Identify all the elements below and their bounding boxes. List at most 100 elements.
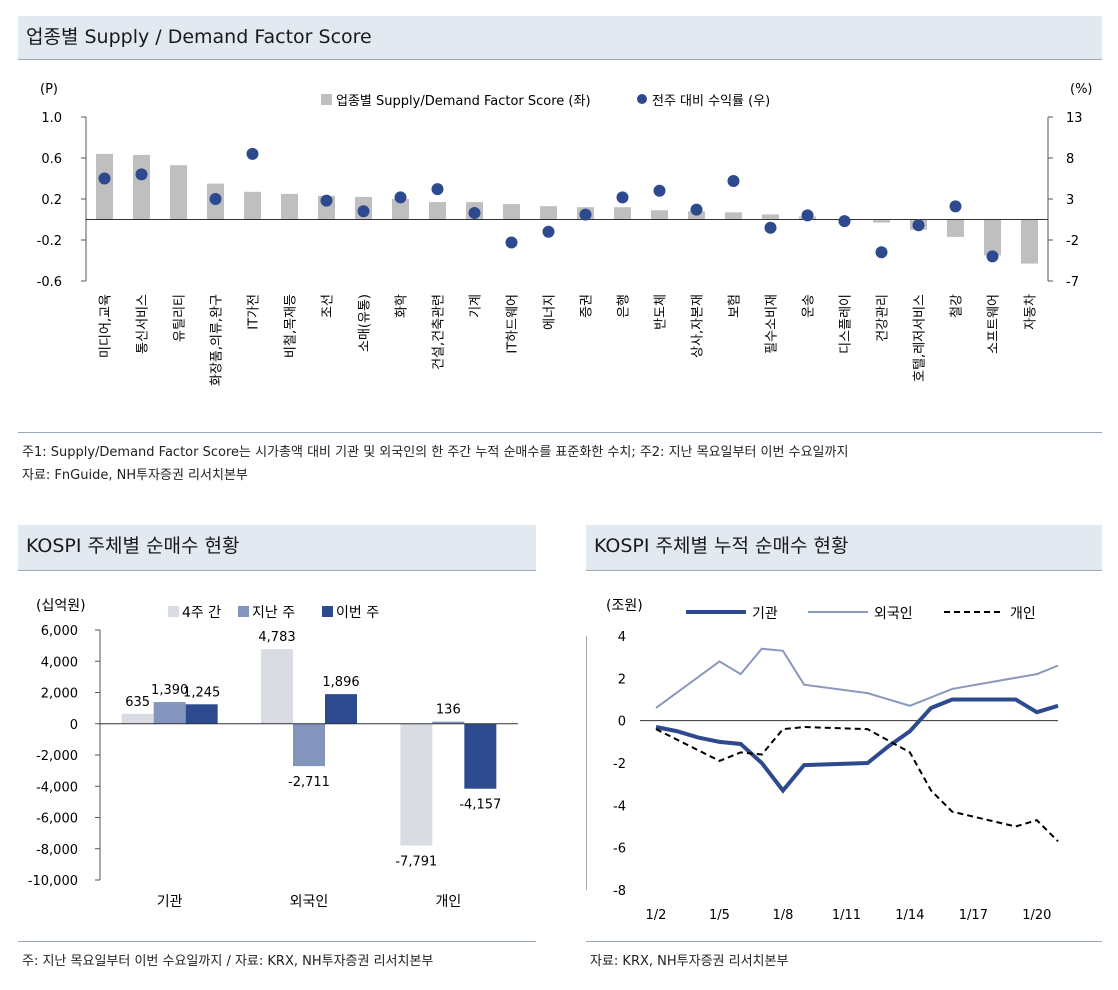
y-tick-label: 2 xyxy=(618,672,626,687)
sector-score-header: 업종별 Supply / Demand Factor Score xyxy=(18,16,1102,60)
score-bar xyxy=(281,193,298,220)
left-tick-label: -0.6 xyxy=(37,275,62,290)
category-label: 필수소비재 xyxy=(765,294,780,354)
legend-swatch xyxy=(322,606,333,617)
return-dot xyxy=(431,183,444,196)
category-label: 철강 xyxy=(950,294,965,318)
return-dot xyxy=(468,206,481,219)
return-dot xyxy=(135,168,148,181)
return-dot xyxy=(542,225,555,238)
x-tick-label: 1/11 xyxy=(832,908,861,923)
category-label: 소매(유통) xyxy=(358,294,373,352)
x-tick-label: 1/14 xyxy=(895,908,924,923)
y-tick-label: -2 xyxy=(613,757,626,772)
legend-label: 이번 주 xyxy=(336,605,379,621)
legend-label: 지난 주 xyxy=(252,605,295,621)
series-line xyxy=(655,726,1059,843)
score-bar xyxy=(873,219,890,223)
score-bar xyxy=(96,153,113,220)
x-tick-label: 1/8 xyxy=(772,908,793,923)
category-label: 운송 xyxy=(802,294,817,318)
return-dot xyxy=(209,193,222,205)
return-dot xyxy=(320,194,333,207)
net-buy-bar xyxy=(325,694,357,724)
legend-swatch xyxy=(168,606,179,617)
return-dot xyxy=(616,191,629,204)
data-label: -7,791 xyxy=(395,854,437,869)
category-label: 반도체 xyxy=(654,294,669,330)
score-bar xyxy=(725,212,742,220)
y-tick-label: 0 xyxy=(70,718,78,733)
x-tick-label: 1/17 xyxy=(959,908,988,923)
data-label: 136 xyxy=(436,703,461,718)
y-tick-label: 2,000 xyxy=(41,687,78,702)
y-tick-label: 0 xyxy=(618,715,626,730)
sector-score-title: 업종별 Supply / Demand Factor Score xyxy=(26,26,372,48)
category-label: 유틸리티 xyxy=(173,294,188,342)
category-label: 건강관리 xyxy=(876,294,891,342)
category-label: 기계 xyxy=(469,294,484,318)
data-label: 1,390 xyxy=(151,683,188,698)
y-tick-label: 4,000 xyxy=(41,655,78,670)
return-dot xyxy=(875,246,888,259)
x-tick-label: 1/20 xyxy=(1022,908,1051,923)
score-bar xyxy=(947,219,964,237)
category-label: IT하드웨어 xyxy=(506,294,521,354)
legend-swatch xyxy=(238,606,249,617)
y-tick-label: -8 xyxy=(613,884,626,899)
score-bar xyxy=(1021,219,1038,264)
right-tick-label: -7 xyxy=(1066,275,1079,290)
net-buy-footnote: 주: 지난 목요일부터 이번 수요일까지 / 자료: KRX, NH투자증권 리… xyxy=(22,954,434,969)
category-label: 화학 xyxy=(395,294,410,318)
y-tick-label: -10,000 xyxy=(28,874,78,889)
data-label: -2,711 xyxy=(288,775,330,790)
y-tick-label: 4 xyxy=(618,630,626,645)
return-dot xyxy=(838,215,851,228)
cumulative-chart: (조원) 기관 외국인 개인 4 2 0 -2 -4 -6 -8 1/2 1/5 1/8 1/11 1/14 1… xyxy=(586,598,1059,923)
right-tick-label: 8 xyxy=(1066,152,1074,167)
unit-label: (십억원) xyxy=(36,598,86,614)
unit-label: (조원) xyxy=(606,598,643,614)
category-label: IT가전 xyxy=(247,294,262,330)
left-tick-label: -0.2 xyxy=(37,234,62,249)
return-dot xyxy=(579,208,592,221)
score-bar xyxy=(170,165,187,220)
left-tick-label: 0.6 xyxy=(41,152,62,167)
return-dot xyxy=(986,250,999,263)
data-label: 1,896 xyxy=(322,675,359,690)
net-buy-bar xyxy=(464,723,497,789)
divider xyxy=(586,941,1102,942)
y-tick-label: -4 xyxy=(613,799,626,814)
cumulative-header: KOSPI 주체별 누적 순매수 현황 xyxy=(586,525,1102,571)
return-dot xyxy=(690,203,703,216)
category-label: 비철,목재등 xyxy=(284,294,299,358)
return-dot xyxy=(801,209,814,222)
x-tick-label: 1/5 xyxy=(709,908,730,923)
divider xyxy=(18,432,1102,433)
return-dot xyxy=(246,147,259,160)
left-tick-label: 0.2 xyxy=(41,193,62,208)
legend-marker-return xyxy=(637,94,647,104)
category-label: 외국인 xyxy=(290,894,329,910)
y-tick-label: -2,000 xyxy=(36,749,78,764)
score-bar xyxy=(984,219,1001,256)
category-label: 건설,건축관련 xyxy=(432,294,447,370)
net-buy-title: KOSPI 주체별 순매수 현황 xyxy=(26,535,240,557)
category-label: 은행 xyxy=(616,294,632,318)
score-bar xyxy=(540,206,557,220)
data-label: 1,245 xyxy=(183,685,220,700)
score-bar xyxy=(503,204,520,220)
category-label: 기관 xyxy=(157,894,183,910)
net-buy-bar xyxy=(185,704,218,724)
category-label: 화장품,의류,완구 xyxy=(210,294,225,386)
net-buy-bar xyxy=(293,723,325,767)
net-buy-chart: (십억원) 4주 간 지난 주 이번 주 6,000 4,000 2,000 0 -2,000 -… xyxy=(28,598,518,910)
score-bar xyxy=(244,191,261,220)
series-line xyxy=(655,647,1059,709)
category-label: 에너지 xyxy=(543,294,558,330)
right-tick-label: 3 xyxy=(1066,193,1074,208)
score-bar xyxy=(762,214,779,220)
return-dot xyxy=(98,172,111,185)
category-label: 자동차 xyxy=(1024,294,1039,330)
right-tick-label: 13 xyxy=(1066,111,1083,126)
